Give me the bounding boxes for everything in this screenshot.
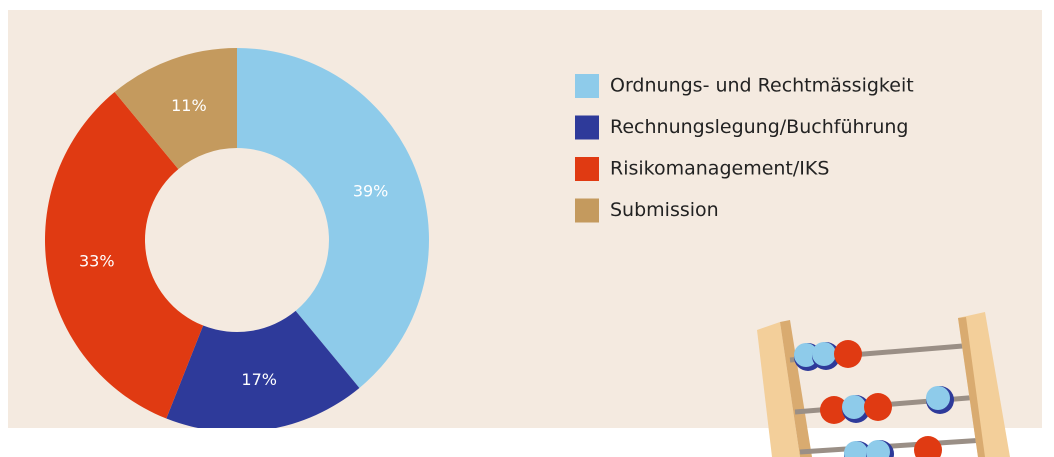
slice-label: 17%	[241, 370, 277, 389]
legend-label: Risikomanagement/IKS	[610, 158, 829, 180]
legend-label: Ordnungs- und Rechtmässigkeit	[610, 75, 914, 97]
legend-swatch	[575, 198, 599, 223]
slice-label: 11%	[171, 96, 207, 115]
donut: 39% 17% 33% 11%	[44, 48, 429, 428]
legend-label: Rechnungslegung/Buchführung	[610, 116, 908, 138]
legend-label: Submission	[610, 199, 719, 221]
slice	[44, 92, 204, 419]
abacus-illustration	[757, 312, 1010, 457]
slice	[166, 310, 360, 428]
slice	[237, 48, 429, 388]
legend-swatch	[575, 74, 599, 98]
slice-label: 39%	[353, 181, 389, 200]
slice	[114, 48, 237, 170]
legend-swatch	[575, 115, 599, 140]
legend: Ordnungs- und Rechtmässigkeit Rechnungsle…	[575, 74, 914, 223]
legend-swatch	[575, 157, 599, 181]
slice-label: 33%	[79, 252, 115, 271]
